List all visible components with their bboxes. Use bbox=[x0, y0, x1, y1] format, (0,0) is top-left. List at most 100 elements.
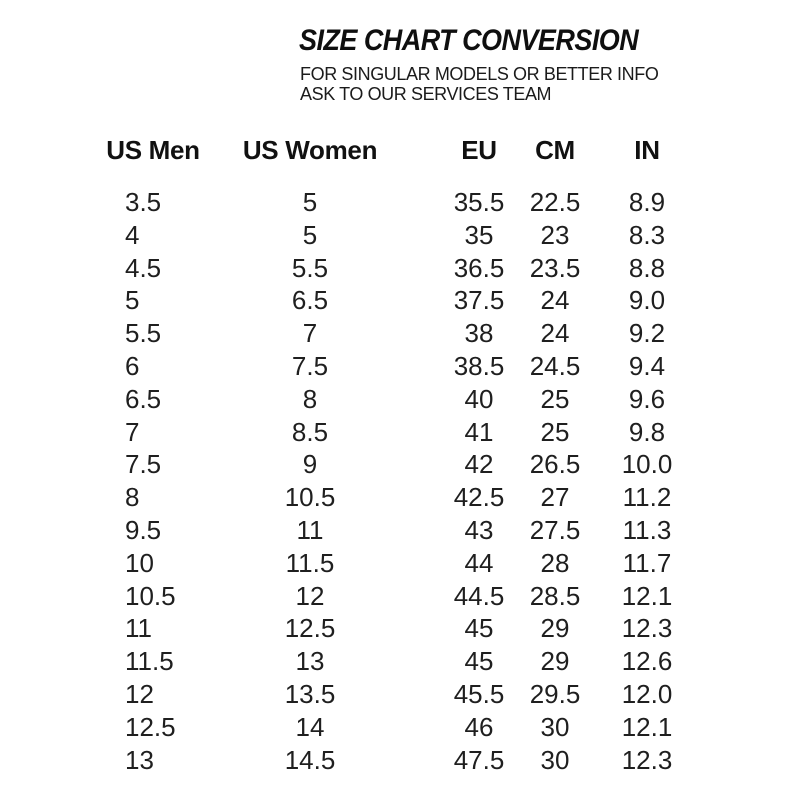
size-cell: 29.5 bbox=[529, 678, 581, 709]
size-cell: 9.2 bbox=[628, 318, 666, 349]
size-cell: 38.5 bbox=[453, 350, 505, 381]
size-cell: 12 bbox=[125, 678, 154, 709]
column-values-cm: 22.5 23 23.5 24 24 24.5 25 25 26.5 27 27.5 28 28.5 29… bbox=[505, 186, 605, 776]
column-header-us-women: US Women bbox=[242, 135, 378, 165]
size-cell: 37.5 bbox=[453, 285, 505, 316]
size-cell: 9 bbox=[302, 449, 318, 480]
size-cell: 42.5 bbox=[453, 482, 505, 513]
size-cell: 24 bbox=[540, 285, 570, 316]
column-values-eu: 35.5 35 36.5 37.5 38 38.5 40 41 42 42.5 43 44 44.5 45… bbox=[404, 186, 554, 776]
size-cell: 12 bbox=[295, 580, 325, 611]
column-values-us-men: 3.5 4 4.5 5 5.5 6 6.5 7 7.5 8 9.5 10 10.5 11 11.5 12 12.… bbox=[103, 186, 203, 776]
column-header-eu: EU bbox=[461, 135, 497, 165]
size-cell: 11.7 bbox=[622, 547, 672, 578]
size-cell: 11 bbox=[296, 514, 324, 545]
size-cell: 6.5 bbox=[291, 285, 329, 316]
subtitle-line-1: FOR SINGULAR MODELS OR BETTER INFO bbox=[300, 64, 659, 84]
column-header-us-men: US Men bbox=[106, 135, 200, 165]
size-cell: 13 bbox=[125, 744, 154, 775]
size-cell: 25 bbox=[540, 383, 570, 414]
column-header-in: IN bbox=[634, 135, 660, 165]
size-cell: 12.0 bbox=[621, 678, 673, 709]
size-cell: 47.5 bbox=[453, 744, 505, 775]
size-cell: 12.5 bbox=[125, 711, 176, 742]
size-cell: 46 bbox=[464, 711, 494, 742]
size-cell: 11 bbox=[125, 613, 152, 644]
size-cell: 41 bbox=[464, 416, 494, 447]
size-cell: 35.5 bbox=[453, 187, 505, 217]
column-us-men: US Men 3.5 4 4.5 5 5.5 6 6.5 7 7.5 8 9.5 10 10.5 11 11.… bbox=[103, 134, 203, 776]
size-cell: 5 bbox=[302, 187, 318, 217]
size-cell: 27.5 bbox=[529, 514, 581, 545]
size-table: US Men 3.5 4 4.5 5 5.5 6 6.5 7 7.5 8 9.5 10 10.5 11 11.… bbox=[0, 134, 800, 784]
size-cell: 23.5 bbox=[529, 252, 581, 283]
size-cell: 45.5 bbox=[453, 678, 505, 709]
size-cell: 5 bbox=[125, 285, 140, 316]
size-cell: 9.5 bbox=[125, 514, 162, 545]
size-cell: 7.5 bbox=[291, 350, 329, 381]
size-cell: 40 bbox=[464, 383, 494, 414]
column-header-cm: CM bbox=[535, 135, 575, 165]
size-cell: 26.5 bbox=[529, 449, 581, 480]
column-values-us-women: 5 5 5.5 6.5 7 7.5 8 8.5 9 10.5 11 11.5 12 12.5 13 13.5 1… bbox=[205, 186, 415, 776]
size-cell: 11.2 bbox=[622, 482, 672, 513]
size-cell: 13.5 bbox=[284, 678, 336, 709]
size-cell: 9.8 bbox=[628, 416, 666, 447]
size-cell: 10.5 bbox=[284, 482, 336, 513]
size-cell: 12.3 bbox=[621, 613, 673, 644]
subtitle-line-2: ASK TO OUR SERVICES TEAM bbox=[300, 83, 552, 104]
size-cell: 22.5 bbox=[529, 187, 581, 217]
size-cell: 11.5 bbox=[125, 646, 174, 677]
page-title: SIZE CHART CONVERSION bbox=[299, 24, 639, 57]
size-cell: 24 bbox=[540, 318, 570, 349]
size-cell: 44.5 bbox=[453, 580, 505, 611]
size-cell: 4.5 bbox=[125, 252, 162, 283]
size-cell: 11.3 bbox=[622, 514, 672, 545]
size-cell: 27 bbox=[540, 482, 570, 513]
size-cell: 9.0 bbox=[628, 285, 666, 316]
size-cell: 30 bbox=[540, 744, 570, 775]
size-cell: 24.5 bbox=[529, 350, 581, 381]
size-cell: 42 bbox=[464, 449, 494, 480]
column-in: IN 8.9 8.3 8.8 9.0 9.2 9.4 9.6 9.8 10.0 11.2 11.3 11… bbox=[597, 134, 697, 776]
column-cm: CM 22.5 23 23.5 24 24 24.5 25 25 26.5 27 27.5 28 28.5… bbox=[505, 134, 605, 776]
size-cell: 5.5 bbox=[291, 252, 329, 283]
size-cell: 23 bbox=[540, 219, 570, 250]
size-cell: 7.5 bbox=[125, 449, 162, 480]
size-cell: 35 bbox=[464, 219, 494, 250]
size-cell: 10.0 bbox=[621, 449, 673, 480]
size-cell: 38 bbox=[464, 318, 494, 349]
size-cell: 12.5 bbox=[284, 613, 336, 644]
column-us-women: US Women 5 5 5.5 6.5 7 7.5 8 8.5 9 10.5 11 11.5 12 12.… bbox=[205, 134, 415, 776]
size-cell: 8 bbox=[125, 482, 140, 513]
size-cell: 29 bbox=[540, 613, 570, 644]
page-subtitle: FOR SINGULAR MODELS OR BETTER INFO ASK T… bbox=[300, 64, 719, 104]
size-cell: 5.5 bbox=[125, 318, 162, 349]
size-cell: 10 bbox=[125, 547, 154, 578]
size-cell: 43 bbox=[464, 514, 494, 545]
size-cell: 9.6 bbox=[628, 383, 666, 414]
size-cell: 8 bbox=[302, 383, 318, 414]
size-cell: 7 bbox=[302, 318, 318, 349]
size-cell: 25 bbox=[540, 416, 570, 447]
size-cell: 12.3 bbox=[621, 744, 673, 775]
size-cell: 14.5 bbox=[284, 744, 336, 775]
size-cell: 8.5 bbox=[291, 416, 329, 447]
column-eu: EU 35.5 35 36.5 37.5 38 38.5 40 41 42 42.5 43 44 44.5… bbox=[404, 134, 554, 776]
size-cell: 10.5 bbox=[125, 580, 176, 611]
size-cell: 8.8 bbox=[628, 252, 666, 283]
size-cell: 9.4 bbox=[628, 350, 666, 381]
size-cell: 30 bbox=[540, 711, 570, 742]
size-cell: 28.5 bbox=[529, 580, 581, 611]
size-cell: 36.5 bbox=[453, 252, 505, 283]
size-cell: 28 bbox=[540, 547, 570, 578]
size-cell: 8.3 bbox=[628, 219, 666, 250]
size-cell: 12.6 bbox=[621, 646, 673, 677]
size-cell: 6.5 bbox=[125, 383, 162, 414]
size-cell: 45 bbox=[464, 646, 494, 677]
size-cell: 12.1 bbox=[621, 711, 673, 742]
size-cell: 6 bbox=[125, 350, 140, 381]
size-cell: 11.5 bbox=[285, 547, 335, 578]
size-cell: 29 bbox=[540, 646, 570, 677]
